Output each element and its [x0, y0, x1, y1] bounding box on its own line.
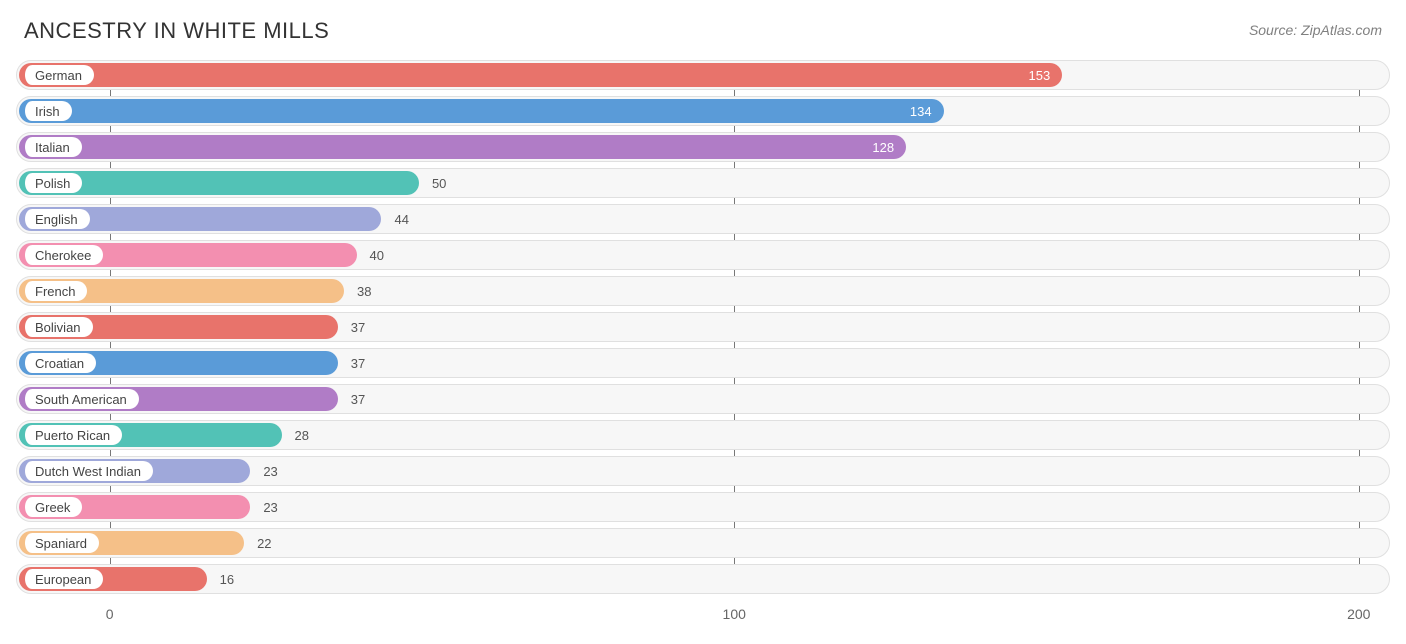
bar-label: Spaniard — [35, 536, 87, 551]
bar-value: 22 — [247, 528, 271, 558]
bar-value: 37 — [341, 384, 365, 414]
bar-label-pill: Spaniard — [22, 533, 99, 553]
bar-label-pill: English — [22, 209, 90, 229]
bar-row: Irish134 — [16, 96, 1390, 126]
bar-value: 128 — [19, 132, 906, 162]
bar-row: Spaniard 22 — [16, 528, 1390, 558]
bar-value: 40 — [360, 240, 384, 270]
bar-label: Dutch West Indian — [35, 464, 141, 479]
bar-row: Cherokee 40 — [16, 240, 1390, 270]
axis-tick-label: 0 — [106, 606, 114, 622]
bar-label: Polish — [35, 176, 70, 191]
bar-row: Bolivian 37 — [16, 312, 1390, 342]
bar-row: Greek 23 — [16, 492, 1390, 522]
bar-value: 23 — [253, 456, 277, 486]
bar-label-pill: Dutch West Indian — [22, 461, 153, 481]
bar-label: Cherokee — [35, 248, 91, 263]
bar-value: 28 — [285, 420, 309, 450]
x-axis: 0 100 200 — [16, 600, 1390, 630]
bar-label-pill: Polish — [22, 173, 82, 193]
bar-label: Bolivian — [35, 320, 81, 335]
bar-value: 16 — [210, 564, 234, 594]
bar-label: Greek — [35, 500, 70, 515]
bar-row: Italian128 — [16, 132, 1390, 162]
bar-label: South American — [35, 392, 127, 407]
bar-row: German153 — [16, 60, 1390, 90]
bar-label-pill: Greek — [22, 497, 82, 517]
bar-label-pill: Cherokee — [22, 245, 103, 265]
axis-tick-label: 100 — [723, 606, 746, 622]
bar-row: Croatian 37 — [16, 348, 1390, 378]
bar-row: Polish 50 — [16, 168, 1390, 198]
bar-label: Croatian — [35, 356, 84, 371]
bar-value: 37 — [341, 312, 365, 342]
chart-header: ANCESTRY IN WHITE MILLS Source: ZipAtlas… — [0, 0, 1406, 52]
bar-label-pill: European — [22, 569, 103, 589]
bar-row: Dutch West Indian 23 — [16, 456, 1390, 486]
chart-container: German153 Irish134 Italian128 Polish 50 Engli… — [16, 60, 1390, 630]
bar-row: Puerto Rican 28 — [16, 420, 1390, 450]
bar-value: 38 — [347, 276, 371, 306]
bar-value: 37 — [341, 348, 365, 378]
bar-label-pill: French — [22, 281, 87, 301]
chart-title: ANCESTRY IN WHITE MILLS — [24, 18, 329, 44]
bar-label-pill: South American — [22, 389, 139, 409]
bar-label: French — [35, 284, 75, 299]
bar-label-pill: Puerto Rican — [22, 425, 122, 445]
bar-value: 134 — [19, 96, 944, 126]
bar-value: 153 — [19, 60, 1062, 90]
bar-list: German153 Irish134 Italian128 Polish 50 Engli… — [16, 60, 1390, 594]
bar-label-pill: Croatian — [22, 353, 96, 373]
bar-label: Puerto Rican — [35, 428, 110, 443]
bar-row: South American 37 — [16, 384, 1390, 414]
bar-label-pill: Bolivian — [22, 317, 93, 337]
chart-source: Source: ZipAtlas.com — [1249, 22, 1382, 38]
plot-area: German153 Irish134 Italian128 Polish 50 Engli… — [16, 60, 1390, 594]
bar-label: English — [35, 212, 78, 227]
axis-tick-label: 200 — [1347, 606, 1370, 622]
bar-row: European 16 — [16, 564, 1390, 594]
bar-value: 44 — [384, 204, 408, 234]
bar-row: English 44 — [16, 204, 1390, 234]
bar-value: 23 — [253, 492, 277, 522]
bar-value: 50 — [422, 168, 446, 198]
bar-row: French 38 — [16, 276, 1390, 306]
bar-label: European — [35, 572, 91, 587]
